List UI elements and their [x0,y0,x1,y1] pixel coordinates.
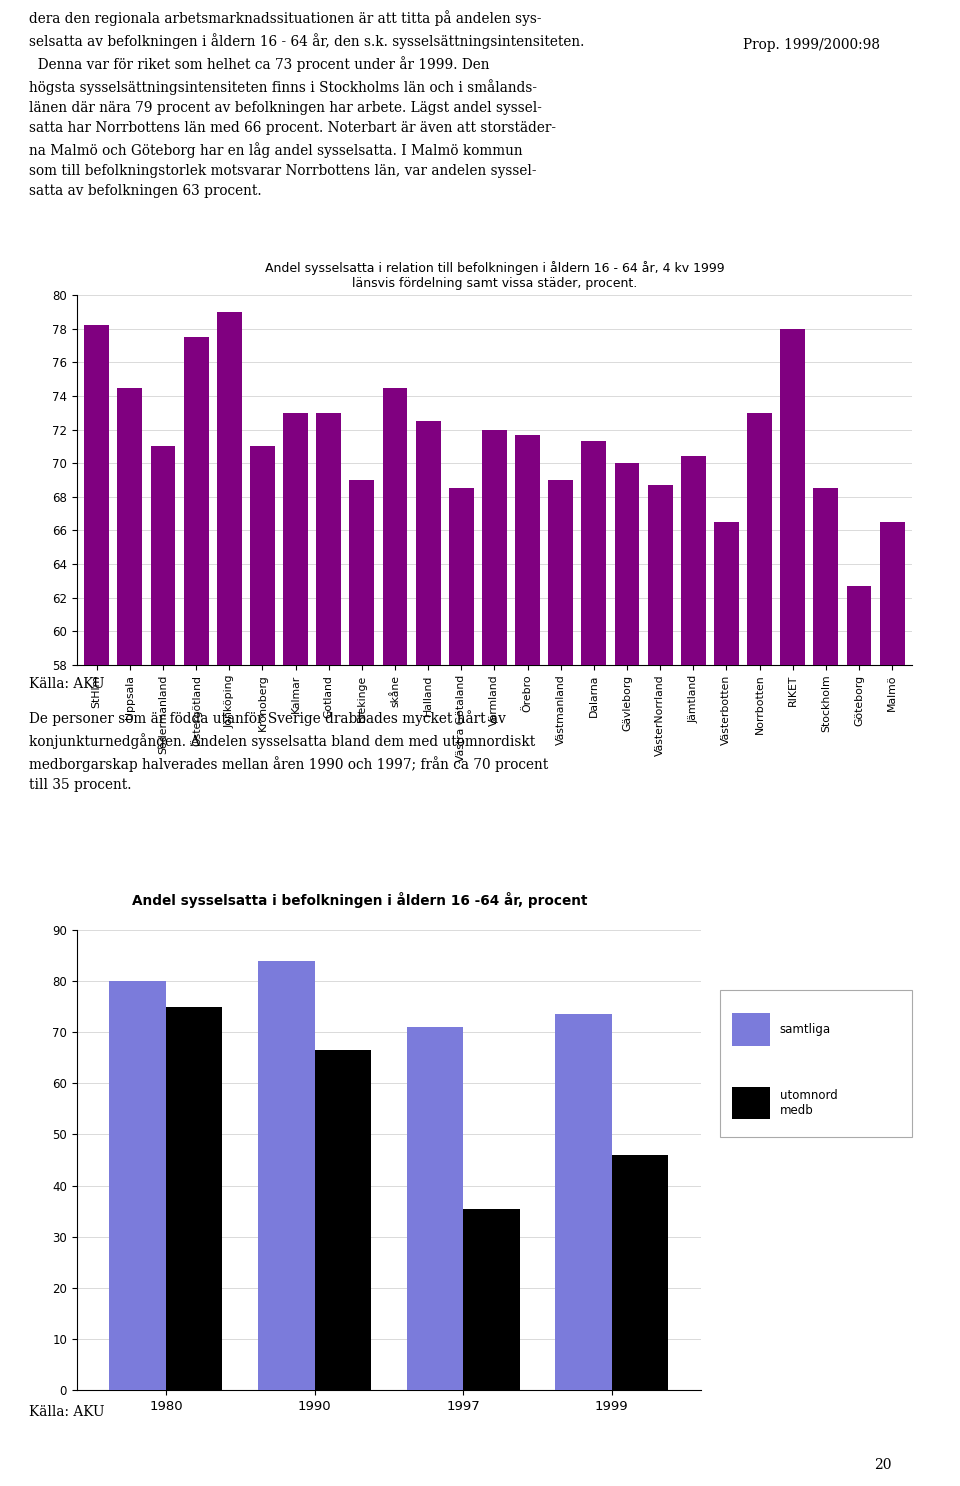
Bar [315,1051,371,1389]
Bar [813,489,838,1486]
Bar [847,585,872,1486]
Bar [183,337,208,1486]
Bar [416,421,441,1486]
Bar [555,1015,612,1389]
Text: Källa: AKU: Källa: AKU [29,1406,105,1419]
Bar [382,388,407,1486]
Title: Andel sysselsatta i relation till befolkningen i åldern 16 - 64 år, 4 kv 1999
lä: Andel sysselsatta i relation till befolk… [265,260,724,290]
Bar [449,489,473,1486]
Bar [250,446,275,1486]
Bar [548,480,573,1486]
FancyBboxPatch shape [720,990,912,1137]
Text: 20: 20 [875,1458,892,1473]
Text: dera den regionala arbetsmarknadssituationen är att titta på andelen sys-
selsat: dera den regionala arbetsmarknadssituati… [29,10,585,198]
Bar [84,325,109,1486]
Bar [463,1208,519,1389]
Bar [151,446,176,1486]
Text: Prop. 1999/2000:98: Prop. 1999/2000:98 [743,39,879,52]
Bar [582,441,607,1486]
Text: samtliga: samtliga [780,1022,830,1036]
Text: utomnord
medb: utomnord medb [780,1089,837,1117]
Bar [166,1006,223,1389]
Bar [879,522,904,1486]
Bar [747,413,772,1486]
Text: De personer som är födda utanför Sverige drabbades mycket hårt av
konjunkturnedg: De personer som är födda utanför Sverige… [29,710,548,792]
Text: Andel sysselsatta i befolkningen i åldern 16 -64 år, procent: Andel sysselsatta i befolkningen i ålder… [132,892,588,908]
Bar [407,1027,463,1389]
Bar [316,413,341,1486]
Bar [714,522,739,1486]
Bar [283,413,308,1486]
Bar [516,434,540,1486]
Bar [109,981,166,1389]
Bar [612,1155,668,1389]
Bar [732,1013,770,1046]
Bar [217,312,242,1486]
Bar [648,484,673,1486]
Bar [258,960,315,1389]
Bar [780,328,805,1486]
Bar [117,388,142,1486]
Text: Källa: AKU: Källa: AKU [29,678,105,691]
Bar [482,429,507,1486]
Bar [614,464,639,1486]
Bar [681,456,706,1486]
Bar [732,1086,770,1119]
Bar [349,480,374,1486]
